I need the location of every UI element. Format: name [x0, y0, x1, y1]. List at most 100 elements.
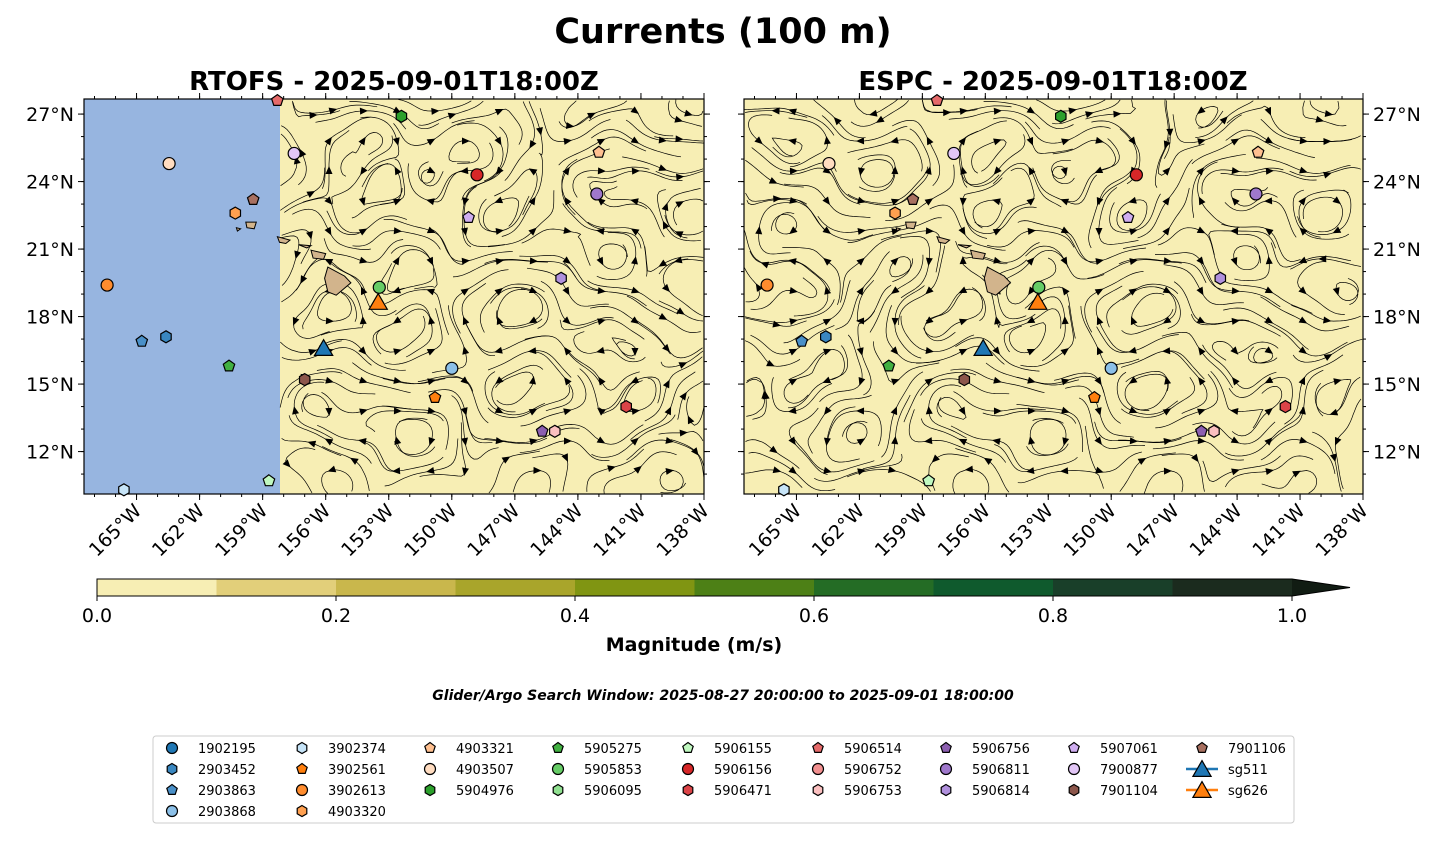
island	[310, 249, 327, 260]
stream-arrow	[1129, 437, 1138, 445]
island	[936, 235, 951, 245]
stream-arrow	[891, 378, 900, 386]
stream-arrow	[924, 198, 934, 206]
stream-arrow	[856, 347, 864, 356]
marker-5906756	[1194, 424, 1208, 437]
stream-arrow	[1129, 258, 1138, 266]
legend-item-4903320: 4903320	[296, 804, 386, 820]
marker-2903863	[795, 334, 809, 347]
legend-label: 2903868	[198, 805, 256, 820]
stream-arrow	[460, 167, 469, 175]
stream-arrow	[426, 198, 435, 206]
stream-arrow	[926, 136, 934, 146]
stream-arrow	[1162, 226, 1170, 236]
stream-arrow	[958, 406, 966, 416]
legend-item-sg511: sg511	[1186, 759, 1268, 778]
legend-marker	[166, 762, 178, 776]
map-frame	[743, 98, 1364, 495]
stream-arrow	[1026, 106, 1036, 114]
stream-arrow	[993, 256, 1002, 264]
marker-4903320	[889, 206, 901, 220]
stream-arrow	[325, 317, 334, 325]
stream-arrow	[562, 166, 570, 176]
stream-arrow	[788, 436, 796, 446]
stream-arrow	[925, 406, 933, 415]
marker-7900877	[287, 146, 301, 161]
stream-arrow	[822, 348, 832, 356]
marker-4903320	[229, 206, 242, 220]
legend-label: 2903863	[198, 784, 256, 799]
legend-marker	[166, 783, 178, 796]
stream-arrow	[358, 438, 367, 445]
stream-arrow	[676, 173, 685, 181]
stream-arrow	[325, 166, 333, 175]
marker-5907061	[1121, 210, 1135, 223]
island	[298, 244, 313, 249]
stream-arrow	[1323, 353, 1333, 361]
legend-marker	[682, 741, 694, 754]
stream-arrow	[789, 226, 798, 235]
legend-label: 5906814	[972, 784, 1030, 799]
stream-arrow	[1299, 436, 1308, 444]
stream-arrow	[360, 286, 368, 296]
marker-5906514	[930, 93, 944, 107]
marker-5904976	[1054, 109, 1067, 123]
island	[324, 266, 352, 296]
stream-arrow	[392, 198, 402, 206]
stream-arrow	[533, 466, 542, 474]
stream-arrow	[1094, 288, 1104, 296]
stream-arrow	[597, 318, 606, 326]
stream-arrow	[1197, 437, 1206, 445]
legend-label: sg511	[1228, 763, 1268, 778]
lat-tick-label: 15°N	[1373, 374, 1421, 396]
stream-arrow	[661, 283, 670, 293]
stream-arrow	[1162, 167, 1171, 176]
stream-arrow	[1198, 346, 1206, 356]
legend-item-2903452: 2903452	[166, 762, 256, 778]
lat-tick-label: 18°N	[1373, 307, 1421, 329]
stream-arrow	[1129, 228, 1138, 236]
stream-arrow	[536, 127, 543, 136]
stream-arrow	[665, 467, 674, 475]
legend-label: 5906156	[714, 763, 772, 778]
stream-arrow	[462, 467, 469, 476]
stream-arrow	[958, 286, 968, 294]
land-hawaii	[895, 221, 1012, 296]
lon-tick-label: 150°W	[1060, 500, 1121, 561]
panel-title-espc: ESPC - 2025-09-01T18:00Z	[858, 67, 1247, 97]
stream-arrow	[890, 257, 899, 266]
stream-arrow	[587, 112, 596, 120]
legend-item-4903507: 4903507	[423, 762, 514, 778]
stream-arrow	[769, 445, 778, 454]
lon-tick-label: 156°W	[274, 500, 335, 561]
stream-arrow	[494, 136, 502, 146]
lat-tick-label: 15°N	[26, 374, 74, 396]
stream-arrow	[1137, 457, 1147, 465]
stream-arrow	[1026, 316, 1036, 324]
stream-arrow	[1231, 167, 1240, 175]
stream-arrow	[630, 136, 640, 144]
stream-arrow	[676, 307, 685, 315]
stream-arrow	[358, 346, 367, 355]
marker-5906155	[262, 474, 276, 487]
stream-arrow	[1230, 227, 1239, 235]
stream-arrow	[1096, 346, 1104, 356]
legend-item-5906753: 5906753	[812, 783, 902, 799]
marker-5907061	[462, 210, 476, 223]
legend-marker	[296, 804, 308, 818]
stream-arrow	[359, 316, 367, 325]
legend-item-3902561: 3902561	[296, 762, 386, 778]
legend-item-3902374: 3902374	[296, 741, 386, 757]
lon-tick-label: 165°W	[85, 500, 146, 561]
stream-arrow	[1196, 226, 1206, 234]
stream-arrow	[993, 166, 1002, 175]
legend-item-sg626: sg626	[1186, 780, 1268, 799]
stream-arrow	[661, 202, 669, 212]
stream-arrow	[823, 437, 831, 446]
stream-arrow	[324, 258, 334, 266]
marker-2903452	[160, 330, 172, 344]
legend-item-5904976: 5904976	[424, 783, 514, 799]
island	[235, 226, 242, 232]
stream-arrow	[631, 167, 640, 175]
